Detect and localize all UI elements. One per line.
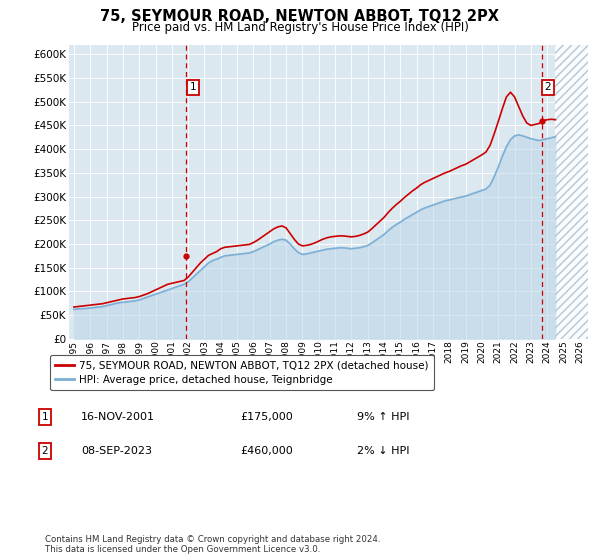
Text: 1: 1 [41,412,49,422]
Text: 16-NOV-2001: 16-NOV-2001 [81,412,155,422]
Text: 2% ↓ HPI: 2% ↓ HPI [357,446,409,456]
Legend: 75, SEYMOUR ROAD, NEWTON ABBOT, TQ12 2PX (detached house), HPI: Average price, d: 75, SEYMOUR ROAD, NEWTON ABBOT, TQ12 2PX… [50,355,434,390]
Bar [556,21,588,339]
Text: Contains HM Land Registry data © Crown copyright and database right 2024.
This d: Contains HM Land Registry data © Crown c… [45,535,380,554]
Text: 2: 2 [41,446,49,456]
Text: 9% ↑ HPI: 9% ↑ HPI [357,412,409,422]
Text: £175,000: £175,000 [240,412,293,422]
Text: 75, SEYMOUR ROAD, NEWTON ABBOT, TQ12 2PX: 75, SEYMOUR ROAD, NEWTON ABBOT, TQ12 2PX [101,9,499,24]
Text: 2: 2 [545,82,551,92]
Text: 08-SEP-2023: 08-SEP-2023 [81,446,152,456]
Text: 1: 1 [190,82,196,92]
Text: Price paid vs. HM Land Registry's House Price Index (HPI): Price paid vs. HM Land Registry's House … [131,21,469,34]
Text: £460,000: £460,000 [240,446,293,456]
